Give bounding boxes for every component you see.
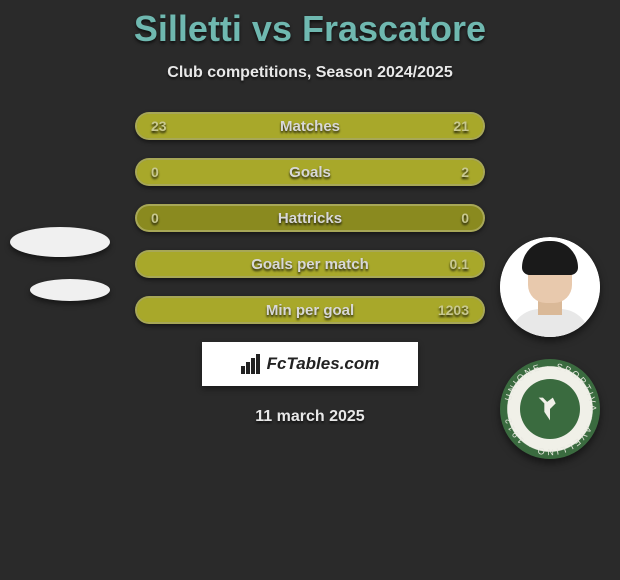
stat-bar: 2321Matches: [135, 112, 485, 140]
page-subtitle: Club competitions, Season 2024/2025: [0, 64, 620, 82]
comparison-chart: UNIONE · SPORTIVA · AVELLINO · 1912 · 23…: [0, 112, 620, 324]
bar-label: Hattricks: [137, 206, 483, 230]
wolf-icon: [533, 392, 567, 426]
stat-bar: 02Goals: [135, 158, 485, 186]
stat-bar: 00Hattricks: [135, 204, 485, 232]
brand-box[interactable]: FcTables.com: [202, 342, 418, 386]
bars-icon: [241, 354, 263, 374]
page-title: Silletti vs Frascatore: [0, 0, 620, 50]
bar-label: Goals per match: [137, 252, 483, 276]
club-placeholder-icon: [30, 279, 110, 301]
stat-bar: 1203Min per goal: [135, 296, 485, 324]
bar-label: Matches: [137, 114, 483, 138]
avatar-placeholder-icon: [10, 227, 110, 257]
right-club-badge: UNIONE · SPORTIVA · AVELLINO · 1912 ·: [500, 359, 600, 459]
right-player-avatar: [500, 237, 600, 337]
stat-bars: 2321Matches 02Goals 00Hattricks 0.1Goals pe…: [135, 112, 485, 324]
club-inner-circle: [520, 379, 580, 439]
stat-bar: 0.1Goals per match: [135, 250, 485, 278]
brand-label: FcTables.com: [267, 354, 380, 374]
left-player-avatar: [10, 227, 110, 301]
right-player-column: UNIONE · SPORTIVA · AVELLINO · 1912 ·: [500, 237, 600, 459]
bar-label: Goals: [137, 160, 483, 184]
bar-label: Min per goal: [137, 298, 483, 322]
